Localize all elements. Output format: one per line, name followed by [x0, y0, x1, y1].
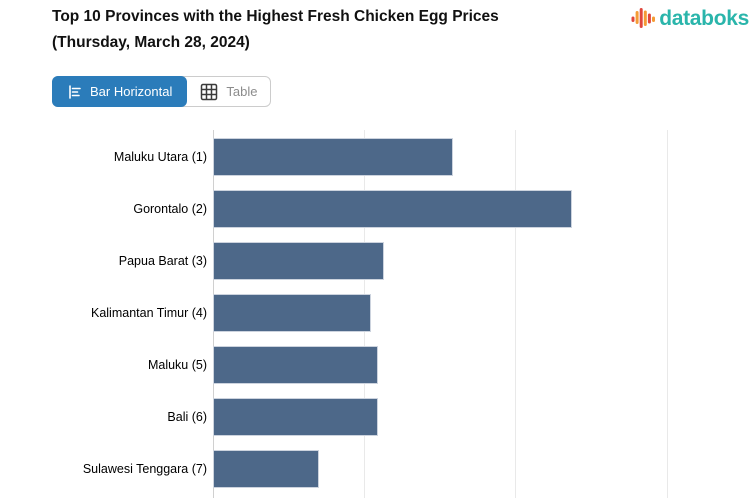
- chart-row: Kalimantan Timur (4): [0, 294, 753, 332]
- table-label: Table: [226, 84, 258, 99]
- bar-bali[interactable]: [213, 398, 378, 436]
- databoks-logo-text: databoks: [659, 7, 749, 30]
- bar-gorontalo[interactable]: [213, 190, 572, 228]
- chart-row: Maluku (5): [0, 346, 753, 384]
- view-toggle: Bar Horizontal Table: [52, 76, 272, 107]
- chart-title: Top 10 Provinces with the Highest Fresh …: [52, 4, 499, 56]
- chart-row: Sulawesi Tenggara (7): [0, 450, 753, 488]
- bar-chart: Maluku Utara (1) Gorontalo (2) Papua Bar…: [0, 125, 753, 498]
- table-grid-icon: [201, 83, 218, 100]
- chart-row: Bali (6): [0, 398, 753, 436]
- bar-sulawesi-tenggara[interactable]: [213, 450, 319, 488]
- chart-row: Papua Barat (3): [0, 242, 753, 280]
- bar-chart-horizontal-icon: [69, 84, 81, 99]
- chart-row: Gorontalo (2): [0, 190, 753, 228]
- databoks-logo[interactable]: databoks: [630, 6, 749, 32]
- bar-maluku-utara[interactable]: [213, 138, 453, 176]
- category-label: Sulawesi Tenggara (7): [82, 462, 207, 476]
- bar-horizontal-label: Bar Horizontal: [90, 84, 173, 99]
- category-label: Kalimantan Timur (4): [90, 306, 207, 320]
- category-label: Papua Barat (3): [118, 254, 207, 268]
- bar-kalimantan-timur[interactable]: [213, 294, 371, 332]
- category-label: Gorontalo (2): [133, 202, 207, 216]
- category-label: Maluku Utara (1): [113, 150, 207, 164]
- chart-title-line1: Top 10 Provinces with the Highest Fresh …: [52, 8, 499, 25]
- category-label: Bali (6): [167, 410, 207, 424]
- bar-papua-barat[interactable]: [213, 242, 384, 280]
- gridline: [667, 130, 668, 498]
- databoks-logo-icon: [631, 8, 656, 28]
- bar-horizontal-view-button[interactable]: Bar Horizontal: [52, 76, 188, 107]
- gridline: [515, 130, 516, 498]
- table-view-button[interactable]: Table: [186, 77, 270, 106]
- chart-row: Maluku Utara (1): [0, 138, 753, 176]
- chart-title-line2: (Thursday, March 28, 2024): [52, 34, 250, 51]
- bar-maluku[interactable]: [213, 346, 378, 384]
- category-label: Maluku (5): [147, 358, 207, 372]
